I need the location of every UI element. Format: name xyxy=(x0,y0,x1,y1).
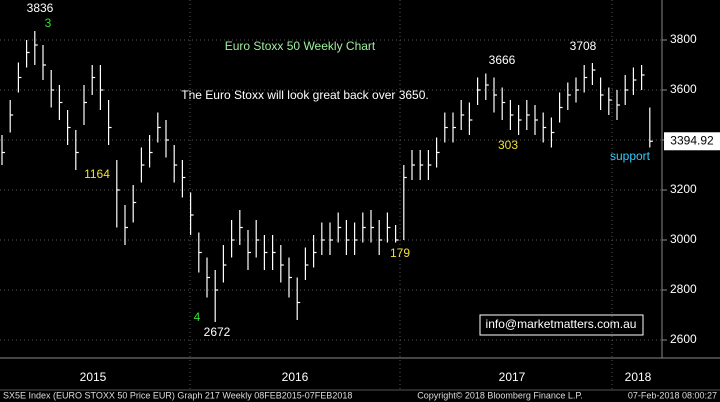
footer-left: SX5E Index (EURO STOXX 50 Price EUR) Gra… xyxy=(3,390,352,400)
last-price-label: 3394.92 xyxy=(670,133,714,147)
annotation: support xyxy=(610,149,651,163)
y-tick-label: 2800 xyxy=(670,282,697,296)
x-tick-label: 2015 xyxy=(80,370,107,384)
email: info@marketmatters.com.au xyxy=(486,317,637,331)
x-tick-label: 2018 xyxy=(625,370,652,384)
y-tick-label: 2600 xyxy=(670,332,697,346)
footer-right: 07-Feb-2018 08:00:27 xyxy=(628,390,717,400)
price-extreme-label: 3708 xyxy=(570,39,597,53)
y-tick-label: 3000 xyxy=(670,232,697,246)
price-extreme-label: 2672 xyxy=(204,325,231,339)
annotation: 179 xyxy=(390,246,410,260)
annotation: 3 xyxy=(45,16,52,30)
footer-center: Copyright© 2018 Bloomberg Finance L.P. xyxy=(417,390,583,400)
chart-subtitle: The Euro Stoxx will look great back over… xyxy=(181,88,428,102)
annotation: 1164 xyxy=(84,167,110,181)
price-extreme-label: 3666 xyxy=(489,53,516,67)
x-tick-label: 2017 xyxy=(499,370,526,384)
annotation: 303 xyxy=(498,138,518,152)
price-extreme-label: 3836 xyxy=(27,1,54,15)
chart-title: Euro Stoxx 50 Weekly Chart xyxy=(225,39,376,53)
x-tick-label: 2016 xyxy=(282,370,309,384)
annotation: 4 xyxy=(194,310,201,324)
y-tick-label: 3600 xyxy=(670,82,697,96)
y-tick-label: 3200 xyxy=(670,182,697,196)
last-price-box xyxy=(664,132,720,151)
email-box xyxy=(479,314,644,336)
y-tick-label: 3800 xyxy=(670,32,697,46)
